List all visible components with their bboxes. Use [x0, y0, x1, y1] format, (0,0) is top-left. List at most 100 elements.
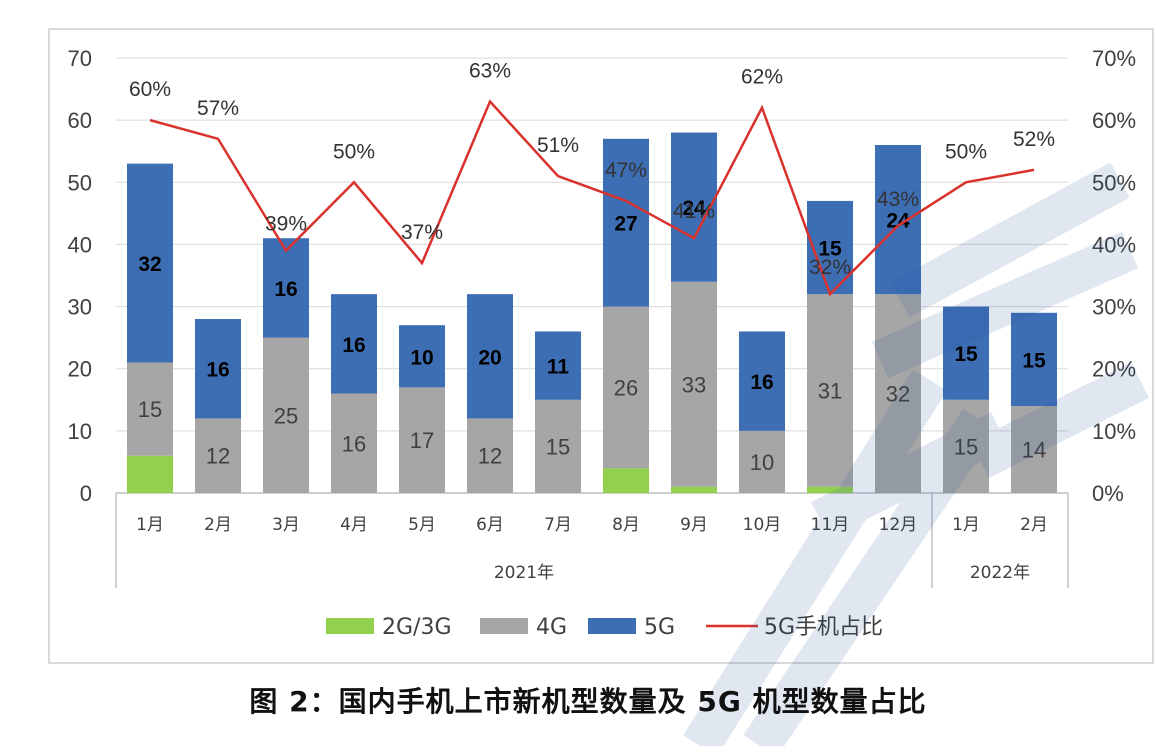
bar-4g — [807, 294, 853, 487]
legend-swatch — [480, 618, 528, 634]
bar-4g — [739, 430, 785, 493]
x-tick-label: 11月 — [811, 515, 850, 535]
bar-5g — [1011, 312, 1057, 406]
line-data-label: 63% — [469, 60, 511, 83]
watermark-stroke — [971, 362, 1149, 478]
x-tick-label: 8月 — [612, 515, 640, 535]
bar-4g — [535, 399, 581, 493]
watermark-stroke — [890, 162, 1130, 318]
y2-tick-label: 40% — [1092, 232, 1136, 257]
bar-4g — [875, 294, 921, 493]
bar-4g — [195, 418, 241, 493]
bar-label-5g: 15 — [818, 238, 842, 261]
y-tick-label: 60 — [68, 108, 92, 133]
x-tick-label: 5月 — [408, 515, 436, 535]
y-tick-label: 70 — [68, 46, 92, 71]
watermark-stroke — [683, 369, 947, 746]
bar-label-4g: 32 — [886, 382, 910, 407]
bar-2g3g — [807, 486, 853, 493]
y2-tick-label: 20% — [1092, 357, 1136, 382]
bar-2g3g — [127, 455, 173, 493]
bar-2g3g — [603, 468, 649, 493]
bar-label-4g: 15 — [138, 397, 162, 422]
bar-label-5g: 16 — [750, 371, 773, 394]
x-tick-label: 4月 — [340, 515, 368, 535]
bar-4g — [263, 337, 309, 493]
watermark-stroke — [743, 408, 997, 746]
line-data-label: 52% — [1013, 128, 1055, 151]
x-tick-label: 1月 — [136, 515, 164, 535]
bar-label-4g: 31 — [818, 378, 842, 403]
y2-tick-label: 0% — [1092, 481, 1124, 506]
bar-label-5g: 16 — [342, 334, 365, 357]
bar-5g — [467, 294, 513, 419]
y-tick-label: 10 — [68, 419, 92, 444]
bar-5g — [399, 325, 445, 388]
chart-caption: 图 2：国内手机上市新机型数量及 5G 机型数量占比 — [249, 685, 927, 718]
y-tick-label: 50 — [68, 170, 92, 195]
bar-4g — [127, 362, 173, 456]
y2-tick-label: 70% — [1092, 46, 1136, 71]
x-tick-label: 6月 — [476, 515, 504, 535]
bar-5g — [739, 331, 785, 431]
bar-label-4g: 17 — [410, 428, 434, 453]
legend-label: 4G — [536, 615, 567, 640]
bar-5g — [875, 145, 921, 295]
y-tick-label: 20 — [68, 357, 92, 382]
bar-label-5g: 24 — [886, 210, 910, 233]
bar-5g — [943, 306, 989, 400]
y-tick-label: 40 — [68, 232, 92, 257]
y-tick-label: 0 — [80, 481, 92, 506]
bar-label-4g: 25 — [274, 403, 298, 428]
bar-label-5g: 24 — [682, 197, 706, 220]
bar-5g — [535, 331, 581, 400]
bar-label-4g: 15 — [954, 434, 978, 459]
bar-4g — [943, 399, 989, 493]
bar-4g — [671, 281, 717, 487]
bar-4g — [1011, 406, 1057, 493]
line-data-label: 57% — [197, 97, 239, 120]
legend-label: 5G — [644, 615, 675, 640]
bar-4g — [603, 306, 649, 469]
bar-5g — [263, 238, 309, 338]
y2-tick-label: 10% — [1092, 419, 1136, 444]
bar-label-4g: 10 — [750, 450, 774, 475]
line-data-label: 47% — [605, 159, 647, 182]
x-tick-label: 9月 — [680, 515, 708, 535]
bar-4g — [331, 393, 377, 493]
line-data-label: 43% — [877, 188, 919, 211]
legend-label: 2G/3G — [382, 615, 452, 640]
x-group-label: 2022年 — [970, 563, 1030, 583]
bar-label-4g: 14 — [1022, 438, 1046, 463]
bar-label-5g: 16 — [206, 359, 229, 382]
legend-label: 5G手机占比 — [764, 615, 883, 640]
x-tick-label: 7月 — [544, 515, 572, 535]
y2-tick-label: 60% — [1092, 108, 1136, 133]
x-tick-label: 2月 — [1020, 515, 1048, 535]
x-tick-label: 10月 — [743, 515, 782, 535]
line-5g-share — [149, 99, 1035, 297]
bar-label-5g: 27 — [614, 213, 637, 236]
watermark — [683, 162, 1149, 746]
watermark-stroke — [811, 412, 1009, 538]
bar-label-4g: 26 — [614, 375, 638, 400]
bar-label-5g: 15 — [954, 343, 978, 366]
line-data-label: 50% — [333, 140, 375, 163]
bar-label-5g: 32 — [138, 253, 161, 276]
bar-label-5g: 10 — [410, 346, 433, 369]
line-data-label: 32% — [809, 256, 851, 279]
bar-5g — [195, 319, 241, 419]
bar-4g — [399, 387, 445, 493]
bar-label-4g: 16 — [342, 431, 366, 456]
line-data-label: 50% — [945, 140, 987, 163]
line-data-label: 60% — [129, 78, 171, 101]
watermark-stroke — [871, 231, 1139, 379]
bar-label-5g: 11 — [547, 356, 570, 379]
legend-swatch — [588, 618, 636, 634]
bar-label-4g: 12 — [206, 444, 230, 469]
y2-tick-label: 30% — [1092, 295, 1136, 320]
x-tick-label: 2月 — [204, 515, 232, 535]
bar-5g — [603, 138, 649, 307]
y2-tick-label: 50% — [1092, 170, 1136, 195]
